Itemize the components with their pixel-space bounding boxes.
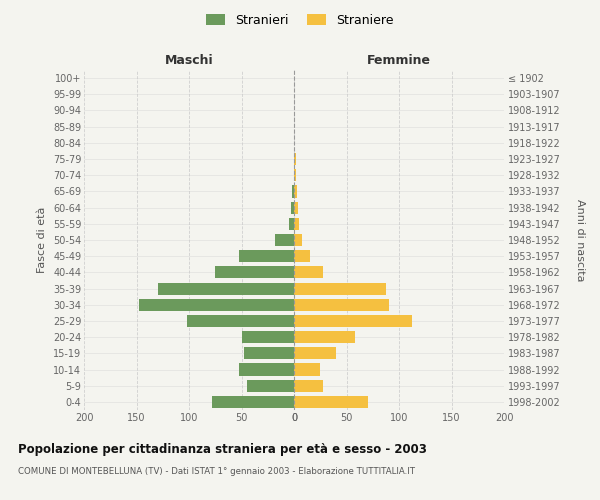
Legend: Stranieri, Straniere: Stranieri, Straniere	[202, 8, 398, 32]
Bar	[294, 331, 355, 343]
Bar	[294, 282, 386, 294]
Bar	[157, 282, 294, 294]
Text: COMUNE DI MONTEBELLUNA (TV) - Dati ISTAT 1° gennaio 2003 - Elaborazione TUTTITAL: COMUNE DI MONTEBELLUNA (TV) - Dati ISTAT…	[18, 468, 415, 476]
Title: Femmine: Femmine	[367, 54, 431, 68]
Bar	[241, 331, 294, 343]
Bar	[294, 380, 323, 392]
Y-axis label: Anni di nascita: Anni di nascita	[575, 198, 585, 281]
Bar	[187, 315, 294, 327]
Bar	[294, 234, 302, 246]
Bar	[239, 250, 294, 262]
Bar	[294, 396, 367, 408]
Bar	[247, 380, 294, 392]
Bar	[239, 364, 294, 376]
Bar	[215, 266, 294, 278]
Text: Popolazione per cittadinanza straniera per età e sesso - 2003: Popolazione per cittadinanza straniera p…	[18, 442, 427, 456]
Bar	[244, 348, 294, 360]
Bar	[294, 153, 296, 165]
Bar	[294, 298, 389, 311]
Bar	[294, 250, 310, 262]
Bar	[294, 169, 296, 181]
Bar	[292, 186, 294, 198]
Bar	[294, 266, 323, 278]
Bar	[291, 202, 294, 213]
Title: Maschi: Maschi	[164, 54, 214, 68]
Bar	[294, 348, 336, 360]
Bar	[294, 315, 412, 327]
Bar	[275, 234, 294, 246]
Bar	[294, 364, 320, 376]
Bar	[289, 218, 294, 230]
Bar	[294, 186, 297, 198]
Bar	[294, 202, 298, 213]
Bar	[212, 396, 294, 408]
Bar	[139, 298, 294, 311]
Y-axis label: Fasce di età: Fasce di età	[37, 207, 47, 273]
Bar	[294, 218, 299, 230]
